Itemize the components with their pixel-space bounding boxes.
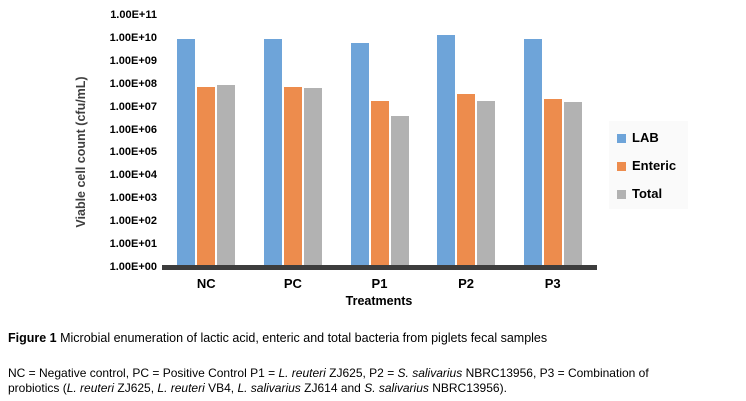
y-tick-label: 1.00E+00: [109, 261, 157, 273]
text-segment: L. salivarius: [237, 381, 301, 395]
chart-legend: LAB Enteric Total: [609, 121, 689, 209]
text-segment: L. reuteri: [157, 381, 205, 395]
y-tick-label: 1.00E+05: [109, 146, 157, 159]
y-tick-label: 1.00E+10: [109, 31, 157, 44]
legend-label: Enteric: [632, 158, 677, 173]
legend-marker-icon: [617, 189, 626, 199]
bar-lab-p1: [350, 43, 369, 267]
legend-label: LAB: [632, 130, 659, 145]
y-tick-label: 1.00E+06: [109, 123, 157, 136]
x-tick-label-p3: P3: [544, 276, 561, 291]
note-line: probiotics (L. reuteri ZJ625, L. reuteri…: [8, 381, 746, 396]
bar-chart: Viable cell count (cfu/mL) 1.00E+11 1.00E…: [74, 9, 689, 308]
text-segment: Figure 1: [8, 331, 61, 345]
y-tick-label: 1.00E+03: [109, 192, 157, 205]
text-segment: ZJ625, P2 =: [325, 366, 398, 380]
bar-enteric-pc: [283, 87, 302, 267]
text-segment: Microbial enumeration of lactic acid, en…: [60, 331, 548, 345]
bar-lab-pc: [263, 39, 282, 267]
y-tick-label: 1.00E+07: [109, 100, 157, 113]
bar-enteric-p2: [457, 93, 476, 267]
bar-enteric-p1: [370, 101, 389, 267]
text-segment: ZJ625,: [114, 381, 158, 395]
legend-item-total: Total: [617, 185, 676, 203]
y-tick-label: 1.00E+02: [109, 215, 157, 228]
x-axis-line: [162, 265, 597, 270]
bar-lab-p3: [523, 39, 542, 267]
y-tick-label: 1.00E+11: [110, 9, 157, 21]
bar-total-nc: [217, 85, 236, 267]
plot-area: [162, 15, 597, 270]
y-tick-label: 1.00E+04: [109, 169, 157, 182]
bar-total-p2: [477, 101, 496, 267]
text-segment: L. reuteri: [66, 381, 115, 395]
bar-lab-nc: [177, 39, 196, 267]
text-segment: L. reuteri: [278, 366, 326, 380]
x-axis-title: Treatments: [345, 294, 413, 308]
text-segment: NC = Negative control, PC = Positive Con…: [8, 366, 279, 380]
legend-marker-icon: [617, 161, 626, 171]
text-segment: ZJ614 and: [300, 381, 365, 395]
text-segment: NBRC13956, P3 = Combination of: [462, 366, 649, 380]
y-tick-label: 1.00E+09: [109, 54, 157, 67]
text-segment: S. salivarius: [397, 366, 463, 380]
figure-caption: Figure 1 Microbial enumeration of lactic…: [8, 331, 744, 345]
figure-note: NC = Negative control, PC = Positive Con…: [8, 366, 746, 396]
bar-enteric-nc: [197, 87, 216, 267]
bar-total-p3: [563, 102, 582, 267]
legend-item-enteric: Enteric: [617, 157, 676, 175]
note-line: NC = Negative control, PC = Positive Con…: [8, 366, 746, 381]
text-segment: VB4,: [204, 381, 238, 395]
bar-enteric-p3: [543, 98, 562, 267]
bar-total-pc: [303, 88, 322, 267]
y-tick-label: 1.00E+08: [109, 77, 157, 90]
legend-label: Total: [632, 186, 663, 201]
text-segment: probiotics (: [8, 381, 67, 395]
x-tick-label-nc: NC: [196, 276, 216, 291]
y-axis-title: Viable cell count (cfu/mL): [74, 76, 88, 228]
bar-total-p1: [390, 115, 409, 267]
x-tick-label-pc: PC: [283, 276, 302, 291]
text-segment: NBRC13956).: [428, 381, 507, 395]
text-segment: S. salivarius: [364, 381, 429, 395]
x-tick-label-p2: P2: [458, 276, 475, 291]
legend-item-lab: LAB: [617, 129, 676, 147]
y-tick-label: 1.00E+01: [109, 238, 157, 251]
legend-marker-icon: [617, 133, 626, 143]
bar-lab-p2: [437, 35, 456, 267]
x-tick-label-p1: P1: [371, 276, 388, 291]
